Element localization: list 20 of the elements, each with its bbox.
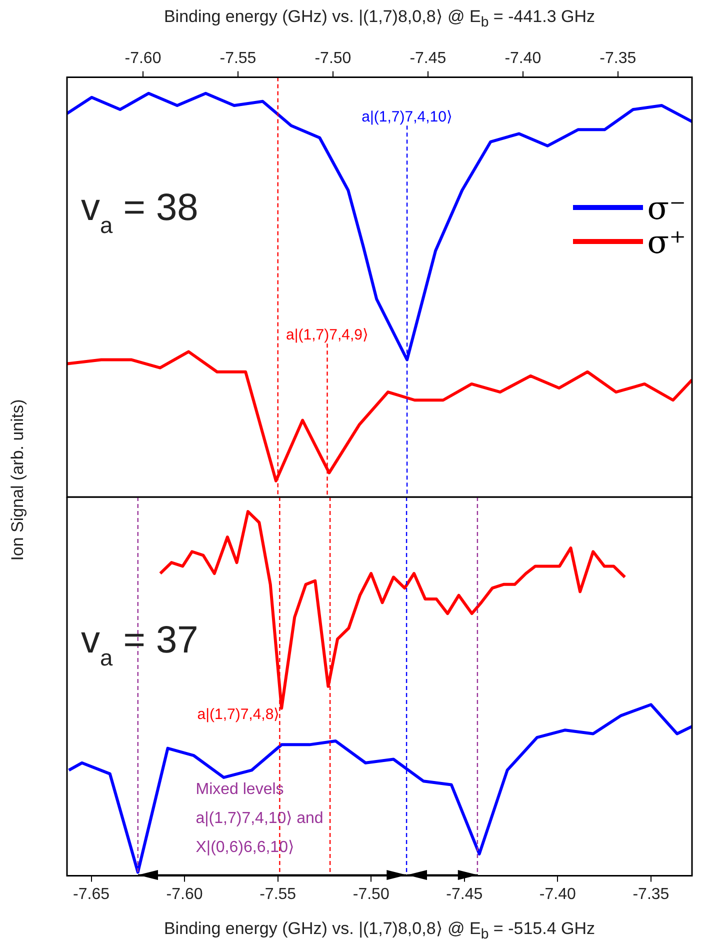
x-tick-label: -7.35 bbox=[632, 886, 670, 903]
x-tick-label: -7.40 bbox=[539, 886, 576, 903]
x-tick-label: -7.35 bbox=[600, 50, 636, 68]
x-axis-title: Binding energy (GHz) vs. |(1,7)8,0,8⟩ @ E$_{b}$ = -441.3 GHz bbox=[162, 6, 596, 30]
annotation: Mixed levels a|(1,7)7,4,10⟩ and X|(0,6)6,6,10⟩ bbox=[196, 780, 324, 856]
x-tick-label: -7.55 bbox=[220, 50, 256, 68]
x-tick-label: -7.50 bbox=[352, 886, 390, 903]
y-axis-title: Ion Signal (arb. units) bbox=[8, 399, 28, 561]
x-tick-label: -7.45 bbox=[446, 886, 483, 903]
annotation: a|(1,7)7,4,10⟩ bbox=[362, 108, 452, 126]
x-tick-label: -7.60 bbox=[124, 50, 162, 68]
x-tick-label: -7.65 bbox=[73, 886, 110, 903]
x-tick-label: -7.45 bbox=[410, 50, 446, 68]
annotation: a|(1,7)7,4,9⟩ bbox=[286, 326, 368, 344]
annotation: a|(1,7)7,4,8⟩ bbox=[197, 706, 280, 724]
x-tick-label: -7.50 bbox=[314, 50, 352, 68]
x-tick-label: -7.60 bbox=[166, 886, 203, 903]
x-tick-label: -7.40 bbox=[504, 50, 542, 68]
x-tick-label: -7.55 bbox=[260, 886, 296, 903]
x-axis-title: Binding energy (GHz) vs. |(1,7)8,0,8⟩ @ E$_{b}$ = -515.4 GHz bbox=[162, 918, 596, 942]
